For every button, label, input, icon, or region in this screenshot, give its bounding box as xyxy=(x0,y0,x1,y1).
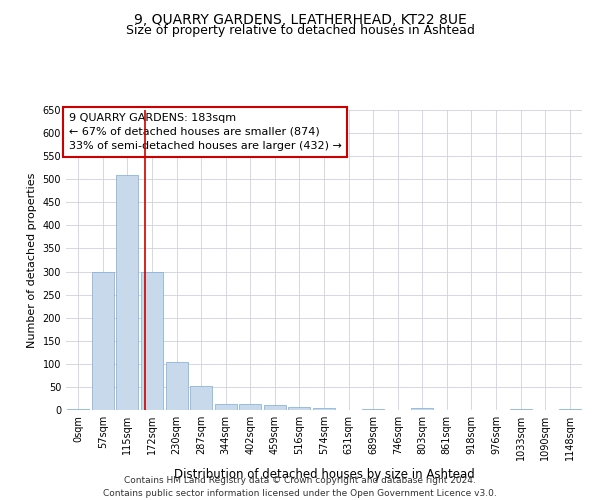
X-axis label: Distribution of detached houses by size in Ashtead: Distribution of detached houses by size … xyxy=(173,468,475,481)
Text: 9, QUARRY GARDENS, LEATHERHEAD, KT22 8UE: 9, QUARRY GARDENS, LEATHERHEAD, KT22 8UE xyxy=(134,12,466,26)
Bar xyxy=(190,386,212,410)
Bar xyxy=(362,408,384,410)
Bar xyxy=(509,408,532,410)
Bar xyxy=(215,404,237,410)
Bar xyxy=(264,405,286,410)
Bar xyxy=(116,174,139,410)
Text: Size of property relative to detached houses in Ashtead: Size of property relative to detached ho… xyxy=(125,24,475,37)
Bar xyxy=(67,408,89,410)
Text: Contains HM Land Registry data © Crown copyright and database right 2024.
Contai: Contains HM Land Registry data © Crown c… xyxy=(103,476,497,498)
Bar xyxy=(289,407,310,410)
Bar xyxy=(166,362,188,410)
Bar xyxy=(92,272,114,410)
Bar xyxy=(141,272,163,410)
Bar xyxy=(559,408,581,410)
Y-axis label: Number of detached properties: Number of detached properties xyxy=(27,172,37,348)
Bar xyxy=(239,404,262,410)
Bar xyxy=(313,408,335,410)
Bar xyxy=(411,408,433,410)
Text: 9 QUARRY GARDENS: 183sqm
← 67% of detached houses are smaller (874)
33% of semi-: 9 QUARRY GARDENS: 183sqm ← 67% of detach… xyxy=(68,113,341,151)
